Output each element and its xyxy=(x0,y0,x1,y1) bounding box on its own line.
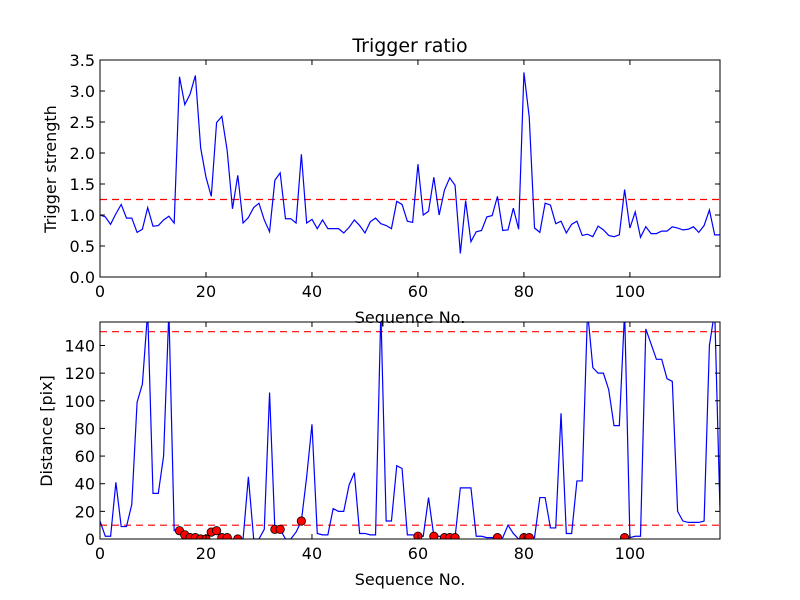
data-marker xyxy=(211,526,222,536)
x-tick-label: 100 xyxy=(615,544,646,563)
x-tick-label: 0 xyxy=(95,544,105,563)
x-tick-label: 60 xyxy=(408,282,428,301)
y-tick-label: 1.0 xyxy=(70,206,95,225)
distance-chart: Sequence No. Distance [pix] 0 20 40 60 80 100… xyxy=(37,321,721,589)
data-marker xyxy=(275,524,285,534)
trigger-ratio-chart: Trigger ratio Sequence No. Trigger stren… xyxy=(41,35,721,327)
y-tick-label: 80 xyxy=(75,419,95,438)
y-tick-label: 120 xyxy=(64,364,95,383)
y-tick-label: 60 xyxy=(75,447,95,466)
plot-area xyxy=(100,72,720,254)
plot-frame xyxy=(99,321,721,540)
series-line-0 xyxy=(100,72,720,254)
y-tick-label: 0 xyxy=(85,530,95,549)
y-tick-label: 3.0 xyxy=(70,82,95,101)
data-marker xyxy=(222,533,232,539)
data-marker xyxy=(492,533,503,539)
data-marker xyxy=(620,533,630,539)
y-tick-label: 0.5 xyxy=(70,237,95,256)
x-tick-label: 0 xyxy=(95,282,105,301)
data-marker xyxy=(450,533,460,539)
x-tick-label: 40 xyxy=(302,544,322,563)
x-tick-label: 100 xyxy=(615,282,646,301)
top-chart-title: Trigger ratio xyxy=(351,35,467,57)
top-chart-xlabel: Sequence No. xyxy=(355,308,466,327)
y-tick-label: 3.5 xyxy=(70,51,95,70)
top-chart-ylabel: Trigger strength xyxy=(41,105,60,234)
x-tick-label: 40 xyxy=(302,282,322,301)
y-tick-label: 1.5 xyxy=(70,175,95,194)
y-tick-label: 40 xyxy=(75,475,95,494)
bottom-chart-xlabel: Sequence No. xyxy=(355,570,466,589)
y-tick-label: 2.0 xyxy=(70,144,95,163)
x-tick-label: 80 xyxy=(514,282,534,301)
data-marker xyxy=(429,531,439,539)
y-tick-label: 2.5 xyxy=(70,113,95,132)
data-marker xyxy=(296,516,306,526)
y-tick-label: 20 xyxy=(75,502,95,521)
series-line-0 xyxy=(100,322,720,539)
bottom-chart-ylabel: Distance [pix] xyxy=(37,375,56,487)
y-tick-label: 140 xyxy=(64,336,95,355)
x-tick-label: 80 xyxy=(514,544,534,563)
x-tick-label: 20 xyxy=(196,282,216,301)
y-tick-label: 100 xyxy=(64,392,95,411)
plot-frame xyxy=(99,59,721,278)
x-tick-label: 60 xyxy=(408,544,428,563)
x-tick-label: 20 xyxy=(196,544,216,563)
plot-area xyxy=(100,322,720,539)
data-marker xyxy=(524,533,534,539)
y-tick-label: 0.0 xyxy=(70,268,95,287)
